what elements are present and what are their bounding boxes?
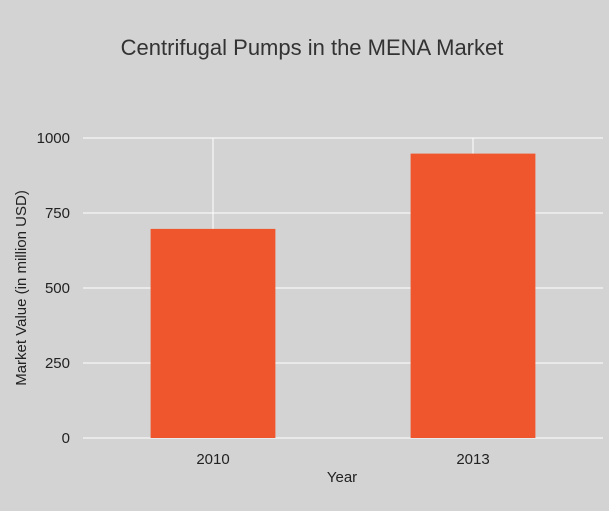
y-tick-label: 0 <box>62 430 70 447</box>
bar-2010 <box>150 228 276 438</box>
x-tick-label: 2013 <box>456 451 489 468</box>
y-tick-label: 750 <box>45 205 70 222</box>
bar-2013 <box>410 153 536 438</box>
bars <box>150 153 536 438</box>
x-axis-title: Year <box>327 469 357 486</box>
x-tick-label: 2010 <box>196 451 229 468</box>
y-axis-title: Market Value (in million USD) <box>13 190 30 386</box>
chart-title: Centrifugal Pumps in the MENA Market <box>121 35 504 60</box>
y-tick-label: 1000 <box>37 130 70 147</box>
y-tick-label: 250 <box>45 355 70 372</box>
y-tick-label: 500 <box>45 280 70 297</box>
x-axis-ticks: 2010 2013 <box>196 451 489 468</box>
y-axis-ticks: 0 250 500 750 1000 <box>37 130 70 447</box>
